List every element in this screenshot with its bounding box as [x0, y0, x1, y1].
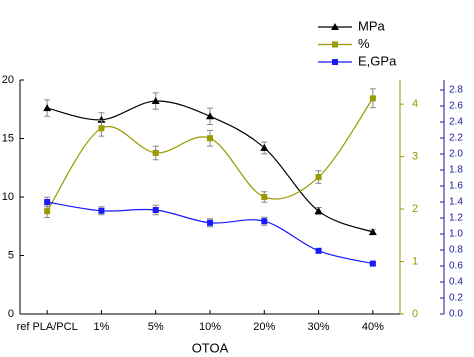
x-tick-label: 40%	[362, 321, 384, 333]
marker	[43, 104, 52, 112]
y3-tick-label: 0.8	[449, 245, 463, 256]
legend-marker	[332, 41, 338, 48]
marker	[98, 125, 105, 132]
x-tick-label: ref PLA/PCL	[17, 321, 78, 333]
y2-tick-label: 1	[412, 255, 418, 267]
marker	[151, 97, 160, 105]
marker	[207, 135, 213, 142]
y3-tick-label: 1.0	[449, 229, 463, 240]
y-tick-label: 10	[2, 191, 14, 203]
marker	[207, 219, 213, 226]
marker	[206, 112, 214, 120]
marker	[152, 207, 159, 213]
marker	[369, 95, 376, 102]
y3-tick-label: 2.2	[449, 133, 463, 144]
y3-tick-label: 0.6	[449, 261, 463, 272]
y3-tick-label: 1.2	[449, 213, 463, 224]
x-tick-label: 5%	[148, 321, 164, 333]
x-tick-label: 20%	[253, 321, 275, 333]
y3-tick-label: 2.4	[449, 117, 463, 128]
legend-marker	[331, 23, 339, 30]
y-tick-label: 15	[2, 132, 14, 144]
y3-tick-label: 0.2	[449, 293, 463, 304]
marker	[369, 260, 376, 267]
y3-tick-label: 1.6	[449, 181, 463, 192]
legend-label: MPa	[358, 18, 386, 33]
x-tick-label: 30%	[308, 321, 330, 333]
y2-tick-label: 4	[412, 98, 418, 110]
series-line	[47, 201, 373, 265]
x-axis-label: OTOA	[192, 340, 229, 355]
y3-tick-label: 1.8	[449, 165, 463, 176]
marker	[261, 218, 268, 225]
y3-tick-label: 2.8	[449, 85, 463, 96]
x-tick-label: 10%	[199, 321, 221, 333]
legend-marker	[332, 59, 338, 65]
y2-tick-label: 0	[412, 308, 418, 320]
y2-tick-label: 2	[412, 203, 418, 215]
marker	[315, 247, 322, 254]
y2-tick-label: 3	[412, 151, 418, 163]
y3-tick-label: 0.0	[449, 309, 463, 320]
marker	[44, 208, 51, 215]
x-tick-label: 1%	[93, 321, 109, 333]
y3-tick-label: 0.4	[449, 277, 463, 288]
marker	[97, 115, 106, 123]
legend-label: %	[358, 36, 370, 51]
marker	[44, 199, 51, 205]
marker	[152, 149, 159, 156]
marker	[98, 207, 105, 214]
y3-tick-label: 1.4	[449, 197, 463, 208]
marker	[315, 174, 322, 181]
y-tick-label: 5	[8, 249, 14, 261]
y3-tick-label: 2.6	[449, 101, 463, 112]
y3-tick-label: 2.0	[449, 149, 463, 160]
marker	[260, 143, 269, 151]
marker	[261, 194, 268, 200]
legend-label: E,GPa	[358, 53, 397, 68]
y-tick-label: 0	[8, 308, 14, 320]
marker	[368, 228, 377, 236]
marker	[314, 207, 323, 215]
y-tick-label: 20	[2, 74, 14, 86]
